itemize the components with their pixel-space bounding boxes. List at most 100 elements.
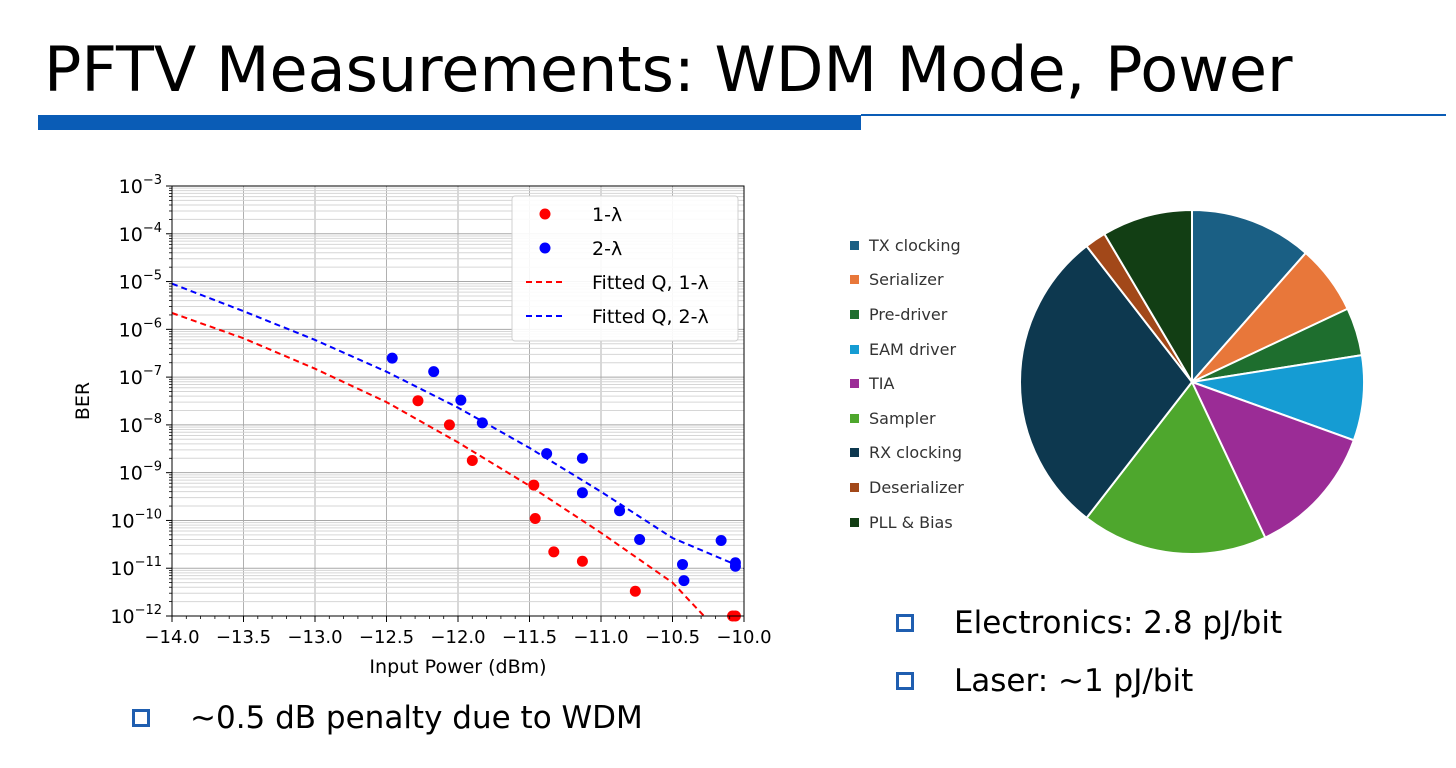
pie-slice — [1085, 380, 1267, 555]
data-point — [634, 533, 646, 545]
data-point — [466, 454, 478, 466]
pie-legend-label: PLL & Bias — [869, 512, 953, 532]
y-tick-label: 10−8 — [119, 412, 162, 437]
data-point — [614, 505, 626, 517]
pie-legend-item: EAM driver — [850, 332, 1020, 367]
pie-legend-label: Sampler — [869, 408, 936, 428]
checkbox-bullet-icon — [896, 672, 914, 690]
checkbox-bullet-icon — [132, 709, 150, 727]
title-underline-thin — [861, 114, 1446, 116]
data-point — [576, 555, 588, 567]
data-point — [576, 487, 588, 499]
pie-legend-item: Serializer — [850, 263, 1020, 298]
data-point — [528, 479, 540, 491]
y-tick-label: 10−3 — [119, 173, 162, 198]
checkbox-bullet-icon — [896, 614, 914, 632]
data-point — [476, 417, 488, 429]
legend-swatch — [850, 344, 859, 354]
x-tick-label: −10.0 — [716, 627, 771, 648]
pie-legend-item: Pre-driver — [850, 297, 1020, 332]
x-tick-label: −12.0 — [430, 627, 485, 648]
y-tick-label: 10−7 — [119, 364, 162, 389]
pie-legend-label: Pre-driver — [869, 304, 948, 324]
title-underline-thick — [38, 115, 861, 130]
legend-label: Fitted Q, 2-λ — [592, 306, 709, 328]
data-point — [678, 575, 690, 587]
pie-legend-label: EAM driver — [869, 339, 957, 359]
bullet-item: ~0.5 dB penalty due to WDM — [132, 700, 643, 736]
power-breakdown-pie — [1019, 208, 1365, 555]
pie-legend-label: Deserializer — [869, 477, 964, 497]
bullet-item: Electronics: 2.8 pJ/bit — [896, 600, 1282, 646]
data-point — [541, 448, 553, 460]
pie-legend: TX clocking Serializer Pre-driver EAM drive… — [850, 228, 1020, 539]
x-tick-label: −11.5 — [502, 627, 557, 648]
pie-legend-item: TIA — [850, 366, 1020, 401]
pie-legend-item: Deserializer — [850, 470, 1020, 505]
y-tick-label: 10−9 — [119, 460, 162, 485]
pie-legend-label: TX clocking — [869, 235, 961, 255]
x-tick-label: −12.5 — [359, 627, 414, 648]
chart-legend: 1-λ 2-λ Fitted Q, 1-λ Fitted Q, 2-λ — [511, 195, 739, 342]
y-tick-label: 10−11 — [110, 555, 162, 580]
data-point — [677, 558, 689, 570]
x-tick-label: −14.0 — [144, 627, 199, 648]
bullet-text: Electronics: 2.8 pJ/bit — [954, 605, 1283, 641]
y-tick-label: 10−12 — [110, 603, 162, 628]
legend-swatch — [850, 240, 859, 250]
data-point — [428, 366, 440, 378]
legend-label: Fitted Q, 1-λ — [592, 272, 709, 294]
data-point — [412, 395, 424, 407]
bullet-item: Laser: ~1 pJ/bit — [896, 658, 1282, 704]
legend-swatch — [850, 448, 859, 458]
pie-legend-item: Sampler — [850, 401, 1020, 436]
data-point — [629, 585, 641, 597]
legend-swatch — [850, 413, 859, 423]
data-point — [443, 419, 455, 431]
legend-label: 1-λ — [592, 204, 622, 226]
legend-swatch — [850, 309, 859, 319]
x-tick-label: −11.0 — [573, 627, 628, 648]
data-point — [455, 394, 467, 406]
x-axis-label: Input Power (dBm) — [369, 656, 546, 678]
x-tick-label: −13.0 — [287, 627, 342, 648]
legend-swatch — [850, 275, 859, 285]
ber-chart: −14.0 −13.5 −13.0 −12.5 −12.0 −11.5 −11.0 −10.5… — [72, 173, 772, 678]
pie-slice — [1190, 380, 1356, 539]
fitted-curve — [171, 282, 745, 570]
fitted-curve — [171, 312, 705, 617]
legend-dot-marker — [539, 242, 551, 254]
pie-slice — [1103, 208, 1193, 386]
pie-legend-label: TIA — [869, 374, 895, 394]
bullets-right: Electronics: 2.8 pJ/bit Laser: ~1 pJ/bit — [896, 600, 1282, 704]
legend-swatch — [850, 379, 859, 389]
pie-legend-label: RX clocking — [869, 443, 962, 463]
pie-legend-item: PLL & Bias — [850, 505, 1020, 540]
y-tick-label: 10−6 — [119, 316, 162, 341]
y-tick-label: 10−4 — [119, 221, 162, 246]
pie-legend-label: Serializer — [869, 270, 944, 290]
data-point — [715, 535, 727, 547]
x-tick-label: −10.5 — [645, 627, 700, 648]
bullet-text: ~0.5 dB penalty due to WDM — [190, 700, 643, 736]
y-tick-label: 10−10 — [110, 507, 162, 532]
y-axis-label: BER — [72, 382, 94, 420]
pie-legend-item: TX clocking — [850, 228, 1020, 263]
data-point — [548, 546, 560, 558]
bullet-text: Laser: ~1 pJ/bit — [954, 663, 1194, 699]
data-point — [386, 352, 398, 364]
pie-legend-item: RX clocking — [850, 436, 1020, 471]
y-tick-label: 10−5 — [119, 269, 162, 294]
legend-dot-marker — [539, 208, 551, 220]
data-point — [576, 452, 588, 464]
data-point — [729, 560, 741, 572]
legend-label: 2-λ — [592, 238, 622, 260]
data-point — [529, 512, 541, 524]
legend-swatch — [850, 482, 859, 492]
pie-slice — [1019, 244, 1194, 520]
x-tick-label: −13.5 — [216, 627, 271, 648]
legend-swatch — [850, 517, 859, 527]
page-title: PFTV Measurements: WDM Mode, Power — [44, 33, 1293, 106]
legend-box — [511, 195, 739, 342]
bullets-left: ~0.5 dB penalty due to WDM — [132, 700, 643, 736]
